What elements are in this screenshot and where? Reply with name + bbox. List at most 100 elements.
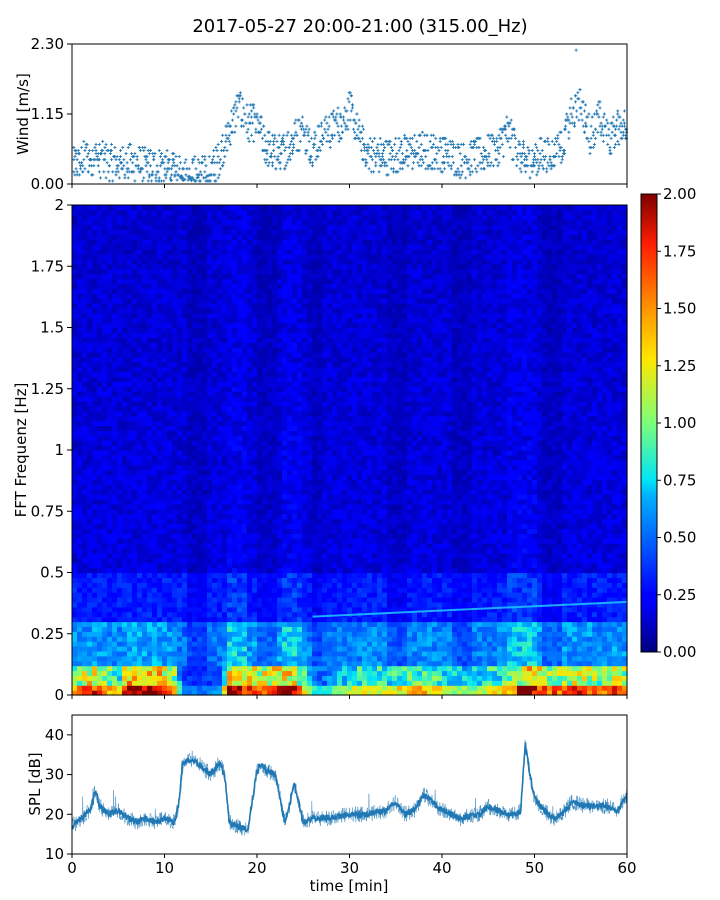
spectrogram-cell [107,577,113,583]
spectrogram-cell [157,616,163,623]
spectrogram-cell [232,293,238,299]
spectrogram-cell [162,283,168,289]
spectrogram-cell [87,258,93,265]
spectrogram-cell [152,646,158,652]
spectrogram-cell [232,258,238,265]
wind-point [267,130,271,134]
spectrogram-cell [242,557,248,564]
spectrogram-cell [137,636,143,642]
spectrogram-cell [172,523,178,529]
spectrogram-cell [92,391,98,397]
spectrogram-cell [152,273,158,280]
spectrogram-cell [177,479,183,485]
spectrogram-cell [227,219,233,226]
spectrogram-cell [157,508,163,515]
spectrogram-cell [207,249,213,255]
spectrogram-cell [242,283,248,289]
spectrogram-cell [77,518,83,525]
spectrogram-cell [242,675,248,681]
spectrogram-cell [177,626,183,632]
spectrogram-cell [122,528,128,534]
wind-point [118,149,122,153]
spectrogram-cell [242,420,248,427]
spectrogram-cell [237,356,243,363]
spectrogram-cell [147,601,153,608]
spectrogram-cell [162,303,168,309]
spectrogram-cell [177,631,183,637]
spectrogram-cell [137,268,143,275]
wind-point [167,158,171,162]
spectrogram-cell [217,435,223,441]
spectrogram-cell [152,244,158,250]
spectrogram-cell [222,229,228,235]
spectrogram-cell [112,435,118,441]
spectrogram-cell [197,597,203,603]
spectrogram-cell [202,562,208,569]
spectrogram-cell [202,254,208,260]
spectrogram-cell [157,234,163,240]
spectrogram-cell [252,298,258,304]
spectrogram-cell [232,577,238,583]
spectrogram-cell [142,303,148,309]
spectrogram-cell [187,352,193,358]
spectrogram-cell [197,268,203,275]
spectrogram-cell [142,601,148,608]
spectrogram-cell [252,273,258,280]
spectrogram-cell [82,621,88,627]
spectrogram-cell [222,557,228,564]
spectrogram-cell [127,410,133,417]
spectrogram-cell [252,646,258,652]
spectrogram-cell [102,381,108,387]
spectrogram-cell [247,641,253,647]
spectrogram-cell [142,415,148,422]
spectrogram-cell [137,543,143,549]
spectrogram-cell [117,234,123,240]
spectrogram-cell [172,445,178,451]
spectrogram-cell [217,445,223,451]
spectrogram-cell [197,420,203,427]
spectrogram-cell [237,401,243,407]
spectrogram-cell [72,641,78,647]
spectrogram-cell [72,513,78,520]
spectrogram-cell [197,356,203,363]
spectrogram-cell [102,587,108,593]
spectrogram-cell [77,327,83,333]
spectrogram-cell [207,214,213,221]
spectrogram-cell [107,298,113,304]
spectrogram-cell [87,327,93,333]
spectrogram-cell [187,621,193,627]
spectrogram-cell [197,258,203,265]
spectrogram-cell [117,562,123,569]
spectrogram-cell [87,557,93,564]
spectrogram-cell [102,278,108,284]
spectrogram-cell [167,278,173,284]
spectrogram-cell [202,538,208,544]
spectrogram-cell [122,425,128,431]
spectrogram-cell [72,572,78,578]
spectrogram-cell [252,376,258,382]
spectrogram-cell [242,205,248,211]
spectrogram-cell [157,410,163,417]
wind-point [135,158,139,162]
spectrogram-cell [227,224,233,231]
spectrogram-cell [242,361,248,368]
spectrogram-cell [192,557,198,564]
spectrogram-cell [77,513,83,520]
spectrogram-cell [152,479,158,485]
spectrogram-cell [192,572,198,578]
spectrogram-cell [117,646,123,652]
spectrogram-cell [142,582,148,588]
spectrogram-cell [187,332,193,338]
spectrogram-cell [92,503,98,510]
spectrogram-cell [122,224,128,231]
spectrogram-cell [212,229,218,235]
spectrogram-cell [182,298,188,304]
wind-point [211,158,215,162]
wind-point [142,176,146,180]
spectrogram-cell [77,636,83,642]
spectrogram-cell [117,454,123,461]
spectrogram-cell [152,386,158,392]
spectrogram-cell [232,425,238,431]
spectrogram-cell [122,494,128,500]
spectrogram-cell [197,641,203,647]
